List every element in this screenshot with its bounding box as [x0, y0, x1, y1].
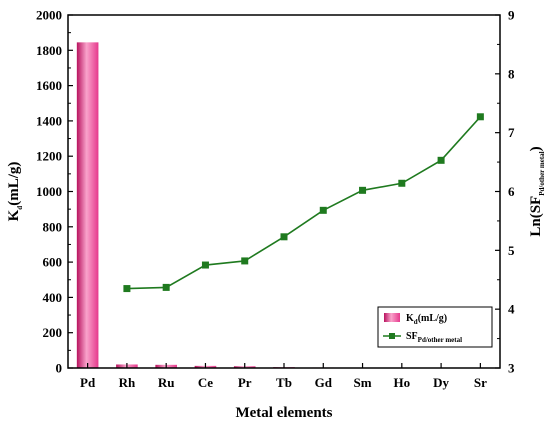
x-tick-label-Dy: Dy	[433, 375, 449, 390]
sf-point-Sm	[359, 186, 367, 194]
left-tick-label: 1400	[36, 113, 62, 128]
legend-line-marker	[389, 333, 395, 339]
right-tick-label: 7	[508, 125, 515, 140]
left-axis: 0 200 400 600 800 1000 1200 1400 1600 1800 2000	[36, 8, 73, 376]
left-tick-label: 400	[43, 290, 63, 305]
x-tick-label-Ce: Ce	[198, 375, 213, 390]
sf-point-Sr	[476, 113, 484, 121]
legend-bar-label: Kd(mL/g)	[406, 313, 447, 326]
x-tick-label-Sr: Sr	[474, 375, 487, 390]
x-tick-label-Ho: Ho	[394, 375, 411, 390]
sf-point-Tb	[280, 233, 288, 241]
x-tick-label-Rh: Rh	[119, 375, 136, 390]
sf-line	[126, 116, 481, 290]
x-tick-label-Tb: Tb	[276, 375, 292, 390]
x-axis: Pd Rh Ru Ce Pr Tb Gd Sm Ho Dy Sr	[80, 363, 487, 390]
sf-point-Ru	[162, 283, 170, 291]
x-axis-title: Metal elements	[235, 405, 332, 421]
right-tick-label: 6	[508, 184, 515, 199]
bar-Pd	[76, 42, 99, 369]
left-tick-label: 1800	[36, 43, 62, 58]
x-tick-label-Ru: Ru	[158, 375, 175, 390]
x-tick-label-Pd: Pd	[80, 375, 96, 390]
right-tick-label: 9	[508, 8, 515, 23]
right-tick-label: 8	[508, 66, 515, 81]
x-tick-label-Sm: Sm	[354, 375, 372, 390]
right-axis: 3 4 5 6 7 8 9	[495, 8, 515, 376]
left-tick-label: 1200	[36, 149, 62, 164]
legend-line-label: SFPd/other metal	[406, 331, 462, 344]
left-tick-label: 800	[43, 219, 63, 234]
y-axis-right-title: Ln(SFPd/other metal)	[528, 146, 546, 236]
sf-point-Rh	[123, 285, 131, 293]
sf-point-Pr	[241, 257, 249, 265]
left-tick-label: 200	[43, 325, 63, 340]
right-tick-label: 4	[508, 302, 515, 317]
right-tick-label: 3	[508, 361, 515, 376]
y-axis-left-title: Kd(mL/g)	[6, 162, 24, 222]
sf-point-Ce	[201, 261, 209, 269]
sf-point-Gd	[319, 206, 327, 214]
x-tick-label-Pr: Pr	[238, 375, 252, 390]
legend: Kd(mL/g) SFPd/other metal	[377, 306, 493, 348]
sf-point-Ho	[398, 179, 406, 187]
legend-bar-swatch	[384, 313, 400, 322]
left-tick-label: 0	[56, 361, 63, 376]
line-series	[123, 113, 484, 293]
left-tick-label: 1600	[36, 78, 62, 93]
right-tick-label: 5	[508, 243, 515, 258]
left-tick-label: 600	[43, 255, 63, 270]
x-tick-label-Gd: Gd	[315, 375, 333, 390]
left-tick-label: 2000	[36, 8, 62, 23]
sf-point-Dy	[437, 156, 445, 164]
left-tick-label: 1000	[36, 184, 62, 199]
